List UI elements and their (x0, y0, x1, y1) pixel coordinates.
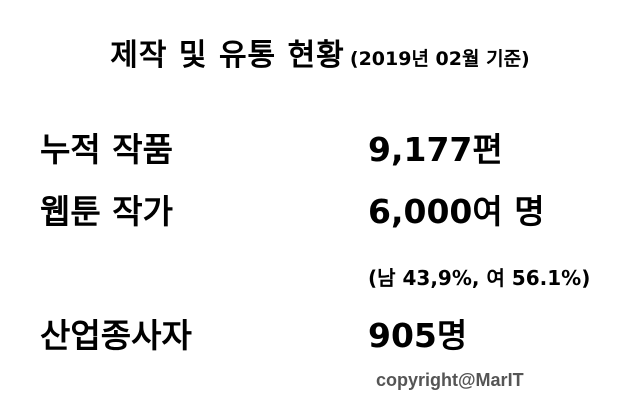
gender-ratio-note: (남 43,9%, 여 56.1%) (368, 266, 591, 290)
title-date-note: (2019년 02월 기준) (349, 48, 530, 70)
title-main: 제작 및 유통 현황 (110, 38, 345, 73)
label-industry-workers: 산업종사자 (40, 316, 192, 355)
value-industry-workers: 905명 (368, 316, 468, 355)
copyright-watermark: copyright@MarIT (376, 370, 524, 390)
label-cumulative-works: 누적 작품 (40, 130, 173, 169)
value-cumulative-works: 9,177편 (368, 130, 503, 169)
page-title: 제작 및 유통 현황 (2019년 02월 기준) (0, 30, 640, 74)
label-webtoon-artists: 웹툰 작가 (40, 192, 173, 231)
value-webtoon-artists: 6,000여 명 (368, 192, 545, 231)
